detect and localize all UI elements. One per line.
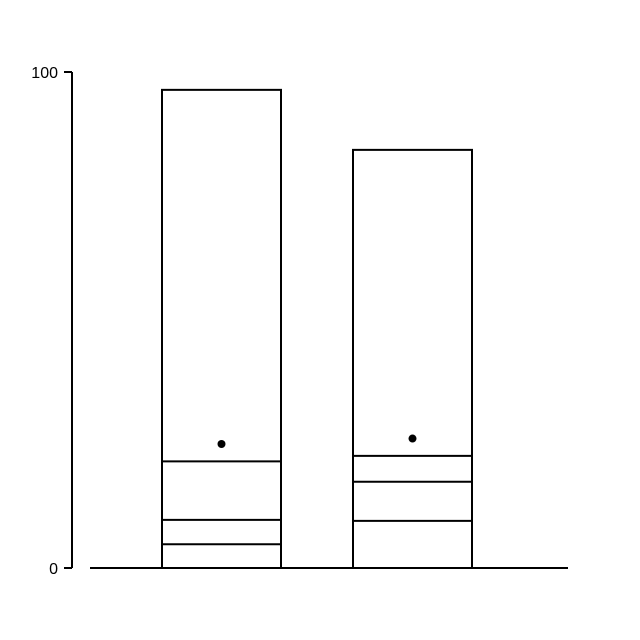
y-tick-label: 100 [31, 65, 58, 82]
bar-rect [353, 150, 472, 568]
y-tick-label: 0 [49, 561, 58, 578]
bar-marker [409, 435, 417, 443]
bar-marker [218, 440, 226, 448]
bar-2 [353, 150, 472, 568]
bar-rect [162, 90, 281, 568]
bars [162, 90, 472, 568]
y-axis: 0 100 [31, 65, 72, 578]
bar-1 [162, 90, 281, 568]
